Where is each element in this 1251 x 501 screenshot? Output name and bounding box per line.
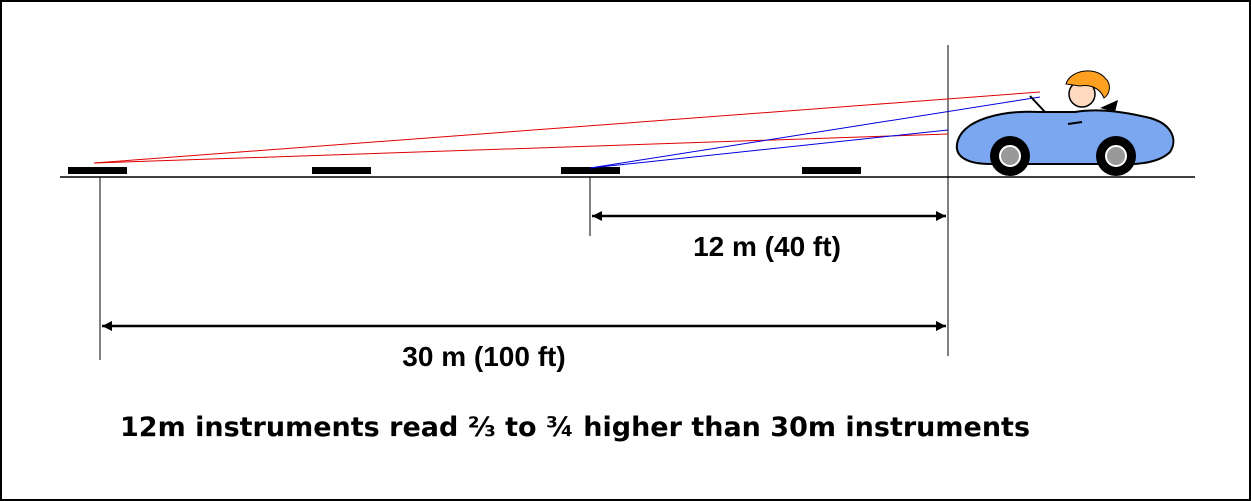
diagram: 12 m (40 ft) 30 m (100 ft) 12m instrumen…	[0, 0, 1251, 501]
far-distance-label: 30 m (100 ft)	[402, 341, 565, 372]
instrument	[312, 167, 371, 174]
caption: 12m instruments read ⅔ to ¾ higher than …	[120, 412, 1030, 443]
instrument	[68, 167, 127, 174]
instrument	[802, 167, 861, 174]
near-distance-label: 12 m (40 ft)	[693, 231, 841, 262]
